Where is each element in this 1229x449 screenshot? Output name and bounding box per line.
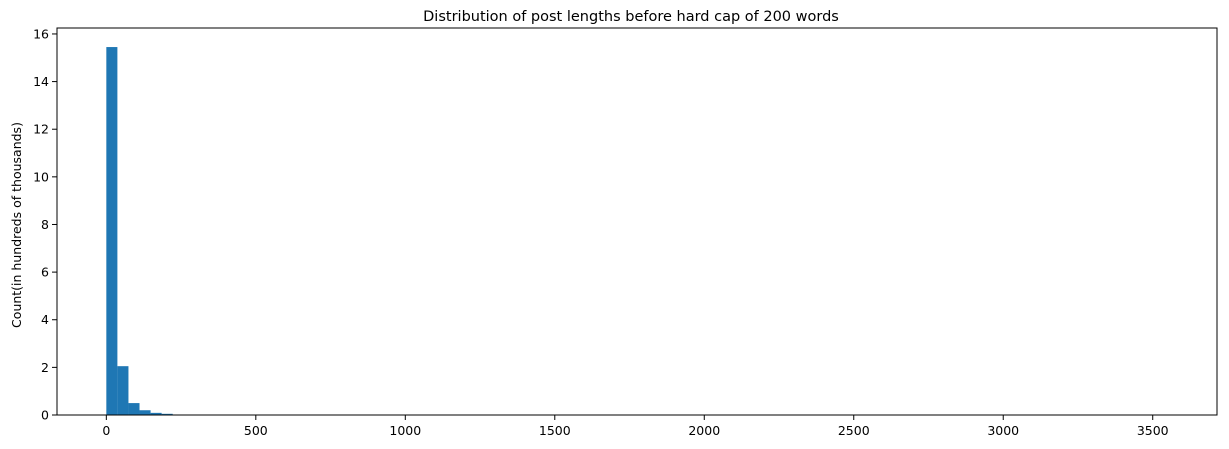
x-tick-label: 3000 [987, 423, 1019, 438]
x-tick-label: 1000 [389, 423, 421, 438]
histogram-bars [106, 47, 206, 415]
y-tick-label: 4 [41, 312, 49, 327]
x-axis-ticks: 0 500 1000 1500 2000 2500 3000 3500 [102, 415, 1169, 438]
x-tick-label: 1500 [539, 423, 571, 438]
histogram-bar [139, 410, 151, 415]
x-tick-label: 0 [102, 423, 110, 438]
histogram-bar [128, 403, 140, 415]
x-tick-label: 2500 [838, 423, 870, 438]
y-tick-label: 2 [41, 360, 49, 375]
y-tick-label: 12 [33, 122, 49, 137]
y-tick-label: 6 [41, 265, 49, 280]
y-tick-label: 14 [33, 74, 49, 89]
histogram-bar [117, 366, 129, 415]
plot-frame [56, 27, 1218, 416]
y-tick-label: 10 [33, 169, 49, 184]
histogram-bar [150, 412, 162, 415]
histogram-bar [106, 47, 118, 415]
y-tick-label: 16 [33, 26, 49, 41]
histogram-bar [161, 413, 173, 415]
chart-title: Distribution of post lengths before hard… [423, 9, 839, 25]
y-tick-label: 8 [41, 217, 49, 232]
y-tick-label: 0 [41, 408, 49, 423]
y-axis-label: Count(in hundreds of thousands) [9, 122, 24, 328]
x-tick-label: 3500 [1137, 423, 1169, 438]
x-tick-label: 2000 [688, 423, 720, 438]
x-tick-label: 500 [244, 423, 268, 438]
y-axis-ticks: 0 2 4 6 8 10 12 14 16 [33, 26, 57, 423]
